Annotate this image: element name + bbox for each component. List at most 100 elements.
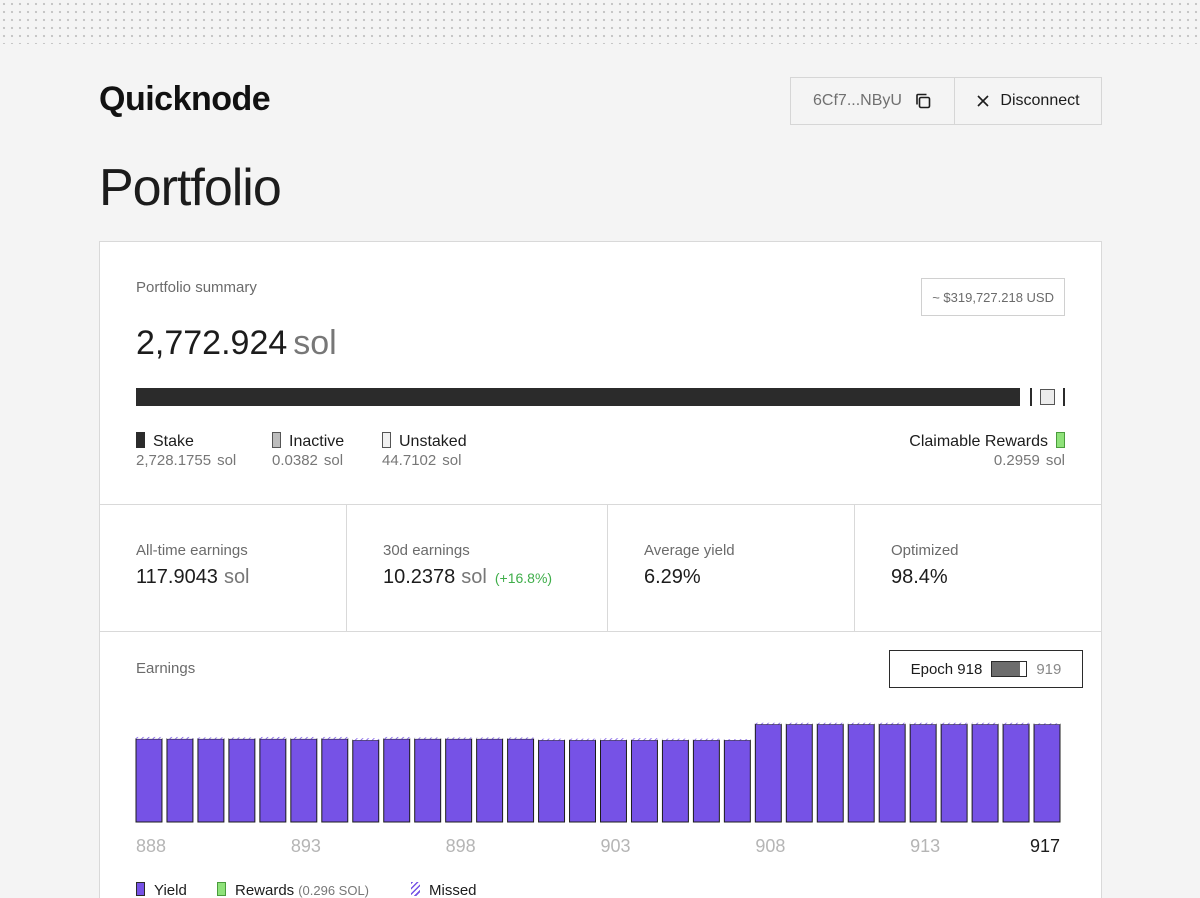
yield-bar[interactable] xyxy=(878,723,906,823)
unstaked-value: 44.7102 xyxy=(382,452,437,469)
chart-legend-rewards: Rewards (0.296 SOL) xyxy=(217,882,369,898)
yield-bar[interactable] xyxy=(290,738,318,823)
summary-label: Portfolio summary xyxy=(136,279,257,296)
yield-bar[interactable] xyxy=(971,723,999,823)
close-icon xyxy=(977,95,989,107)
bar-end-marker xyxy=(1063,388,1065,406)
yield-legend-label: Yield xyxy=(154,882,187,898)
epoch-selector[interactable]: Epoch 918 919 xyxy=(889,650,1083,688)
stat-value: 98.4% xyxy=(891,566,948,588)
total-unit: sol xyxy=(293,324,337,362)
missed-legend-label: Missed xyxy=(429,882,477,898)
yield-bar[interactable] xyxy=(692,739,720,823)
stat-label: Average yield xyxy=(644,542,735,559)
stake-bar-segment[interactable] xyxy=(136,388,1020,406)
x-tick-label: 893 xyxy=(291,836,321,856)
wallet-controls: 6Cf7...NByU Disconnect xyxy=(790,77,1102,125)
yield-bar[interactable] xyxy=(661,739,689,823)
missed-bar xyxy=(136,736,162,739)
stat-change: (+16.8%) xyxy=(494,570,553,586)
disconnect-button[interactable]: Disconnect xyxy=(955,78,1101,124)
missed-bar xyxy=(755,722,782,725)
yield-bar[interactable] xyxy=(135,738,163,823)
stake-unit: sol xyxy=(217,452,237,469)
inactive-swatch xyxy=(272,432,281,448)
yield-bar[interactable] xyxy=(383,738,411,823)
missed-bar xyxy=(879,722,906,725)
missed-bar xyxy=(290,736,317,739)
legend-stake: Stake 2,728.1755 sol xyxy=(136,432,236,469)
missed-bar xyxy=(910,722,937,725)
earnings-bar-chart: 888 893 898 903 908 913 917 xyxy=(135,722,1061,856)
claimable-label: Claimable Rewards xyxy=(909,433,1048,450)
yield-bar[interactable] xyxy=(569,739,596,823)
earnings-label: Earnings xyxy=(136,660,196,677)
yield-bar[interactable] xyxy=(847,723,875,823)
yield-bar[interactable] xyxy=(909,723,937,823)
usd-value-badge: ~ $319,727.218 USD xyxy=(921,278,1065,316)
missed-bar xyxy=(166,736,193,739)
x-tick-label: 908 xyxy=(755,836,785,856)
missed-bar xyxy=(476,737,503,739)
portfolio-card: Portfolio summary ~ $319,727.218 USD 2,7… xyxy=(99,241,1102,898)
yield-bar[interactable] xyxy=(785,723,813,823)
yield-bar[interactable] xyxy=(166,738,194,823)
missed-bar xyxy=(352,738,379,741)
legend-claimable-rewards: Claimable Rewards 0.2959 sol xyxy=(909,432,1065,469)
allocation-bar xyxy=(136,388,1065,406)
yield-bar[interactable] xyxy=(1033,723,1061,823)
yield-bar[interactable] xyxy=(816,723,844,823)
yield-bar[interactable] xyxy=(507,738,535,823)
page-title: Portfolio xyxy=(99,159,282,217)
yield-bar[interactable] xyxy=(630,739,658,823)
rewards-legend-swatch xyxy=(217,882,226,896)
yield-bar[interactable] xyxy=(723,739,751,823)
unstaked-bar-segment[interactable] xyxy=(1040,389,1055,405)
yield-bar[interactable] xyxy=(321,738,349,823)
missed-bar xyxy=(507,737,534,739)
unstaked-unit: sol xyxy=(442,452,462,469)
inactive-bar-segment[interactable] xyxy=(1030,388,1032,406)
wallet-address-button[interactable]: 6Cf7...NByU xyxy=(791,78,955,124)
legend-inactive: Inactive 0.0382 sol xyxy=(272,432,344,469)
inactive-unit: sol xyxy=(323,452,344,469)
quicknode-logo[interactable]: Quicknode xyxy=(99,80,271,118)
missed-bar xyxy=(848,722,875,725)
yield-bar[interactable] xyxy=(197,738,225,823)
copy-icon[interactable] xyxy=(914,92,932,110)
yield-bar[interactable] xyxy=(538,739,566,823)
yield-bar[interactable] xyxy=(600,739,627,823)
dotted-header-pattern xyxy=(0,0,1200,44)
yield-bar[interactable] xyxy=(1002,723,1030,823)
rewards-legend-note: (0.296 SOL) xyxy=(298,883,370,898)
stat-unit: sol xyxy=(461,566,487,588)
missed-bar xyxy=(228,737,255,739)
missed-bar xyxy=(724,739,751,741)
yield-bar[interactable] xyxy=(754,723,782,823)
x-tick-label: 898 xyxy=(446,836,476,856)
yield-bar[interactable] xyxy=(352,739,380,823)
missed-bar xyxy=(786,722,813,725)
stat-all-time-earnings: All-time earnings 117.9043 sol xyxy=(100,505,347,631)
rewards-legend-label: Rewards xyxy=(235,882,295,898)
yield-bar[interactable] xyxy=(414,738,442,823)
yield-bar[interactable] xyxy=(940,723,968,823)
missed-bar xyxy=(414,737,441,739)
stat-unit: sol xyxy=(223,566,250,588)
yield-bar[interactable] xyxy=(228,738,256,823)
stake-value: 2,728.1755 xyxy=(136,452,212,469)
yield-bar[interactable] xyxy=(259,738,287,823)
missed-bar xyxy=(569,738,596,741)
missed-bar xyxy=(600,738,627,741)
yield-bar[interactable] xyxy=(476,738,504,823)
stat-label: All-time earnings xyxy=(136,542,248,559)
missed-bar xyxy=(693,738,720,741)
inactive-label: Inactive xyxy=(289,433,345,450)
unstaked-swatch xyxy=(382,432,391,448)
missed-bar xyxy=(383,736,410,739)
chart-legend-missed: Missed xyxy=(411,882,477,898)
stat-value: 117.9043 xyxy=(136,566,218,588)
yield-bar[interactable] xyxy=(445,738,473,823)
missed-bar xyxy=(941,722,968,725)
missed-bar xyxy=(817,722,844,725)
